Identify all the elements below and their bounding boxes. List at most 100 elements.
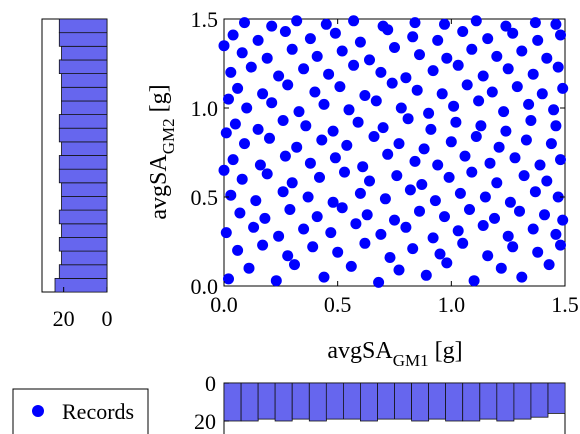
scatter-point — [350, 218, 362, 230]
scatter-point — [314, 171, 325, 183]
scatter-point — [409, 17, 421, 29]
left-histogram-bar — [61, 100, 108, 116]
scatter-point — [229, 118, 241, 130]
scatter-point — [552, 191, 564, 203]
scatter-point — [236, 47, 248, 59]
left-histogram-bar — [58, 168, 108, 184]
scatter-point — [550, 120, 562, 132]
scatter-point — [543, 259, 555, 271]
bottom-histogram-tick-label: 20 — [194, 409, 216, 434]
y-tick-label: 1.0 — [191, 96, 219, 121]
scatter-point — [502, 63, 514, 75]
scatter-points — [218, 15, 569, 288]
scatter-point — [291, 15, 303, 27]
left-histogram-bar — [61, 45, 108, 61]
scatter-point — [261, 52, 273, 64]
scatter-point — [452, 225, 464, 237]
scatter-point — [223, 93, 234, 105]
bottom-histogram-bar — [547, 382, 566, 414]
scatter-point — [336, 45, 348, 57]
scatter-point — [225, 66, 237, 78]
scatter-point — [523, 98, 535, 110]
scatter-plot-frame — [223, 18, 566, 287]
scatter-point — [327, 125, 339, 137]
scatter-point — [432, 34, 444, 46]
x-tick-label: 0.5 — [324, 292, 352, 317]
scatter-point — [377, 20, 389, 32]
scatter-point — [298, 223, 310, 235]
scatter-point — [354, 187, 366, 199]
scatter-point — [400, 72, 412, 84]
left-histogram-bar — [61, 223, 108, 238]
x-tick-label: 1.5 — [551, 292, 579, 317]
scatter-point — [377, 122, 389, 134]
scatter-point — [248, 221, 260, 233]
left-histogram-tick-label: 0 — [102, 306, 113, 331]
scatter-point — [320, 18, 332, 30]
scatter-point — [395, 102, 407, 114]
scatter-point — [264, 132, 275, 144]
scatter-point — [504, 196, 516, 208]
scatter-point — [520, 134, 532, 146]
scatter-point — [441, 52, 453, 64]
scatter-point — [409, 155, 421, 167]
scatter-point — [416, 179, 428, 190]
bottom-histogram: 0 20 — [194, 371, 566, 434]
scatter-point — [514, 205, 525, 217]
scatter-point — [427, 232, 439, 244]
scatter-point — [273, 230, 285, 242]
scatter-point — [391, 170, 403, 182]
bottom-histogram-bar — [342, 382, 361, 420]
scatter-point — [239, 138, 250, 150]
scatter-point — [364, 175, 375, 187]
scatter-point — [345, 260, 357, 272]
scatter-point — [389, 214, 400, 226]
x-axis-label-unit: [g] — [435, 338, 463, 364]
scatter-point — [223, 273, 234, 285]
scatter-point — [218, 40, 230, 52]
bottom-histogram-bar — [496, 382, 515, 422]
x-tick-label: 1.0 — [438, 292, 466, 317]
scatter-point — [532, 34, 544, 46]
bottom-histogram-bar — [513, 382, 532, 420]
scatter-point — [352, 116, 364, 128]
scatter-point — [525, 115, 537, 126]
scatter-point — [507, 27, 519, 39]
scatter-point — [234, 207, 246, 219]
scatter-point — [550, 228, 562, 240]
scatter-point — [479, 191, 491, 203]
scatter-point — [370, 95, 382, 107]
scatter-point — [341, 139, 353, 151]
scatter-point — [414, 49, 425, 61]
left-histogram-ticks: 20 0 — [53, 287, 113, 331]
scatter-point — [500, 20, 512, 32]
scatter-point — [311, 50, 323, 62]
left-histogram-bar — [54, 277, 108, 293]
scatter-point — [411, 84, 423, 96]
scatter-point — [532, 246, 544, 258]
scatter-point — [541, 175, 553, 187]
x-axis-label-text: avgSA — [327, 338, 393, 364]
scatter-point — [343, 104, 355, 116]
scatter-point — [529, 17, 541, 29]
scatter-point — [375, 66, 387, 78]
scatter-point — [218, 164, 230, 176]
scatter-point — [423, 107, 435, 119]
bottom-histogram-bar — [411, 382, 430, 422]
scatter-point — [289, 259, 300, 271]
scatter-point — [323, 68, 335, 80]
scatter-point — [407, 243, 419, 255]
left-histogram-bar — [61, 73, 108, 88]
scatter-point — [418, 143, 430, 155]
scatter-point — [541, 52, 553, 64]
legend-marker-icon — [32, 405, 44, 417]
scatter-point — [550, 18, 562, 30]
y-axis-label-subscript: GM2 — [159, 118, 178, 154]
scatter-point — [404, 184, 416, 196]
scatter-point — [273, 70, 285, 82]
legend: Records — [12, 388, 149, 434]
scatter-point — [464, 204, 475, 215]
bottom-histogram-tick-label: 0 — [205, 371, 216, 396]
scatter-point — [473, 95, 485, 107]
bottom-histogram-bar — [394, 382, 413, 420]
